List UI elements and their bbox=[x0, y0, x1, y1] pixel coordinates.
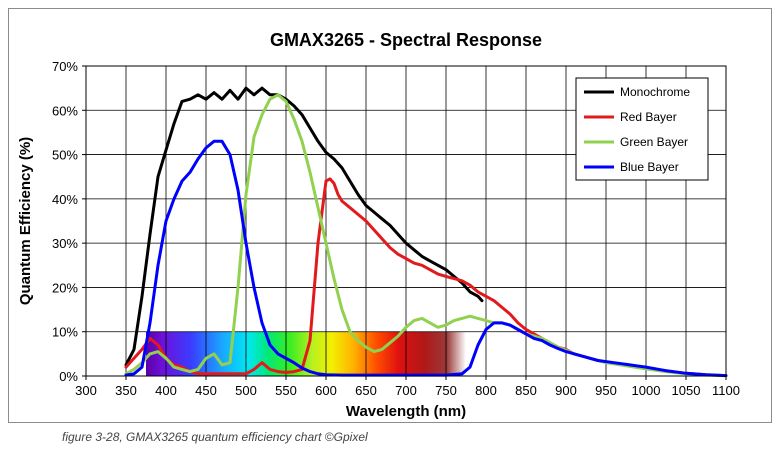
y-tick-label: 10% bbox=[52, 325, 78, 340]
x-tick-label: 800 bbox=[475, 383, 497, 398]
legend-label: Red Bayer bbox=[620, 110, 677, 124]
x-tick-label: 650 bbox=[355, 383, 377, 398]
y-tick-label: 20% bbox=[52, 280, 78, 295]
y-tick-label: 0% bbox=[59, 369, 78, 384]
x-tick-label: 600 bbox=[315, 383, 337, 398]
x-tick-label: 550 bbox=[275, 383, 297, 398]
x-tick-label: 900 bbox=[555, 383, 577, 398]
y-tick-label: 30% bbox=[52, 236, 78, 251]
x-tick-label: 1000 bbox=[632, 383, 661, 398]
y-tick-label: 50% bbox=[52, 148, 78, 163]
x-tick-label: 500 bbox=[235, 383, 257, 398]
y-tick-label: 60% bbox=[52, 103, 78, 118]
y-tick-label: 40% bbox=[52, 192, 78, 207]
figure-caption: figure 3-28, GMAX3265 quantum efficiency… bbox=[62, 430, 368, 444]
x-tick-label: 950 bbox=[595, 383, 617, 398]
x-tick-label: 850 bbox=[515, 383, 537, 398]
y-tick-label: 70% bbox=[52, 59, 78, 74]
legend-label: Blue Bayer bbox=[620, 160, 679, 174]
legend-box bbox=[575, 77, 709, 181]
x-tick-label: 750 bbox=[435, 383, 457, 398]
x-tick-label: 400 bbox=[155, 383, 177, 398]
y-axis-label: Quantum Efficiency (%) bbox=[17, 137, 34, 305]
x-tick-label: 450 bbox=[195, 383, 217, 398]
x-tick-label: 700 bbox=[395, 383, 417, 398]
x-axis-label: Wavelength (nm) bbox=[346, 403, 466, 420]
x-tick-label: 350 bbox=[115, 383, 137, 398]
x-tick-label: 1050 bbox=[672, 383, 701, 398]
series-line-blue-bayer bbox=[124, 139, 728, 378]
legend-label: Green Bayer bbox=[620, 135, 688, 149]
chart-title: GMAX3265 - Spectral Response bbox=[270, 30, 542, 50]
legend-label: Monochrome bbox=[620, 85, 690, 99]
x-tick-label: 300 bbox=[75, 383, 97, 398]
series-line-monochrome bbox=[124, 86, 484, 367]
x-tick-label: 1100 bbox=[712, 383, 740, 398]
